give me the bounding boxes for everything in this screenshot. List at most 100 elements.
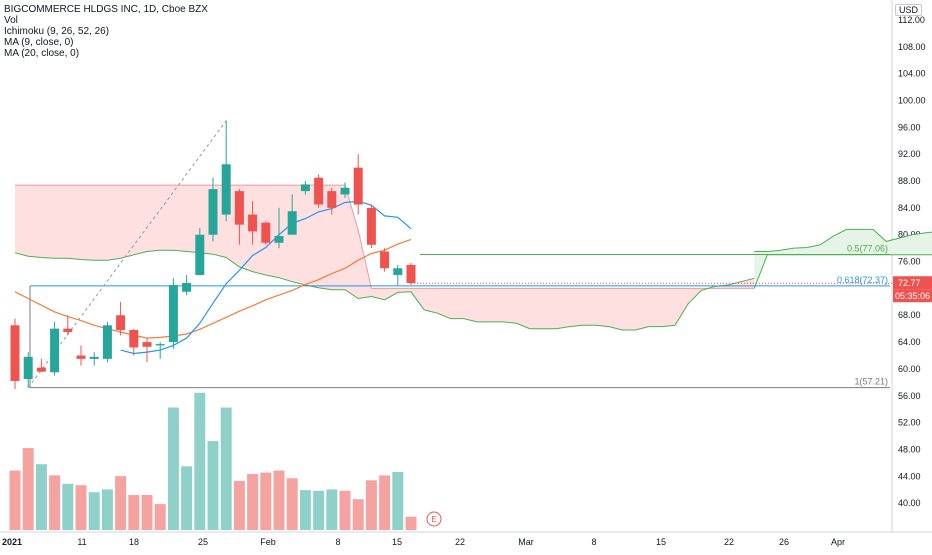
price-tick-label: 48.00 <box>898 444 921 454</box>
candle-body <box>287 211 297 235</box>
candle-body <box>195 234 205 275</box>
candle-body <box>366 207 376 245</box>
kumo-span-a <box>14 249 755 331</box>
time-axis-label: 2021 <box>2 537 22 547</box>
volume-bar <box>22 448 34 530</box>
earnings-marker-label: E <box>431 515 436 524</box>
volume-bar <box>141 495 153 530</box>
candle-body <box>155 344 165 346</box>
candle-body <box>76 355 86 359</box>
time-axis-label: 22 <box>455 537 465 547</box>
kumo-span-b <box>15 184 755 289</box>
candle-body <box>221 164 231 215</box>
price-tick-label: 108.00 <box>898 42 926 52</box>
volume-bar <box>154 504 166 530</box>
volume-bar <box>101 489 113 530</box>
volume-bar <box>207 441 219 530</box>
price-tick-label: 100.00 <box>898 96 926 106</box>
time-axis-label: 15 <box>392 537 402 547</box>
price-tick-label: 56.00 <box>898 391 921 401</box>
time-axis-label: 22 <box>724 537 734 547</box>
indicator-ma20[interactable]: MA (20, close, 0) <box>4 48 80 59</box>
price-tick-label: 84.00 <box>898 203 921 213</box>
volume-bar <box>339 490 351 530</box>
candle-body <box>314 177 324 205</box>
volume-bar <box>220 407 232 530</box>
candle-body <box>300 184 310 192</box>
volume-bar <box>286 478 298 530</box>
candle-body <box>50 328 60 373</box>
price-tick-label: 40.00 <box>898 498 921 508</box>
volume-bar <box>260 472 272 530</box>
volume-bar <box>273 470 285 530</box>
volume-bar <box>247 474 259 530</box>
kumo-future-span-a <box>754 228 932 252</box>
volume-bar <box>35 464 47 530</box>
countdown-tag <box>893 289 932 303</box>
price-tick-label: 60.00 <box>898 364 921 374</box>
candle-body <box>129 330 139 348</box>
volume-bar <box>326 489 338 530</box>
candle-body <box>340 187 350 195</box>
indicator-ma9[interactable]: MA (9, close, 0) <box>4 37 74 48</box>
candle-body <box>234 191 244 225</box>
candle-body <box>327 191 337 208</box>
price-tick-label: 44.00 <box>898 471 921 481</box>
volume-bar <box>167 407 179 530</box>
price-tick-label: 80.00 <box>898 230 921 240</box>
candle-body <box>142 342 152 347</box>
candle-body <box>116 315 126 331</box>
fib-level-label: 0.618(72.37) <box>837 275 888 285</box>
time-axis-label: Mar <box>518 537 534 547</box>
indicator-ichimoku[interactable]: Ichimoku (9, 26, 52, 26) <box>4 26 110 37</box>
fib-level-label: 0.5(77.06) <box>847 243 888 253</box>
candle-body <box>10 325 20 381</box>
price-tick-label: 88.00 <box>898 176 921 186</box>
time-axis-label: Feb <box>260 537 276 547</box>
last-price-label: 72.77 <box>898 278 921 288</box>
volume-bar <box>75 485 87 530</box>
candle-body <box>380 251 390 269</box>
candle-body <box>248 214 258 232</box>
volume-bar <box>299 490 311 530</box>
price-tick-label: 112.00 <box>898 15 925 25</box>
time-axis-label: 15 <box>656 537 666 547</box>
last-price-tag <box>893 276 932 290</box>
volume-bar <box>9 470 21 530</box>
chart-legend: BIGCOMMERCE HLDGS INC, 1D, Cboe BZX Vol … <box>4 4 208 59</box>
candle-body <box>102 325 112 359</box>
candle-body <box>353 167 363 205</box>
earnings-marker <box>426 511 442 527</box>
time-axis-label: 8 <box>335 537 340 547</box>
time-axis-label: 26 <box>779 537 789 547</box>
candle-body <box>208 189 218 235</box>
volume-bar <box>313 490 325 530</box>
symbol-title[interactable]: BIGCOMMERCE HLDGS INC, 1D, Cboe BZX <box>4 4 208 15</box>
candle-body <box>393 268 403 275</box>
candle-body <box>261 222 271 243</box>
fib-level-label: 1(57.21) <box>854 377 888 387</box>
time-axis-label: 25 <box>198 537 208 547</box>
time-axis-label: 18 <box>129 537 139 547</box>
price-tick-label: 52.00 <box>898 418 921 428</box>
price-tick-label: 104.00 <box>898 69 926 79</box>
candle-body <box>63 328 73 333</box>
price-tick-label: 76.00 <box>898 257 921 267</box>
volume-bar <box>49 475 61 530</box>
volume-bar <box>392 471 404 530</box>
time-axis-label: 11 <box>77 537 86 547</box>
candle-body <box>23 356 33 379</box>
volume-bar <box>88 492 100 530</box>
kumo-future-fill <box>754 229 932 289</box>
candle-body <box>406 264 416 284</box>
price-tick-label: 96.00 <box>898 122 921 132</box>
ma20-line <box>14 238 412 339</box>
currency-badge[interactable]: USD <box>894 4 922 16</box>
indicator-volume[interactable]: Vol <box>4 15 18 26</box>
volume-bar <box>128 495 140 530</box>
price-tick-label: 68.00 <box>898 310 921 320</box>
kumo-bear-fill <box>15 185 755 330</box>
price-tick-label: 92.00 <box>898 149 921 159</box>
